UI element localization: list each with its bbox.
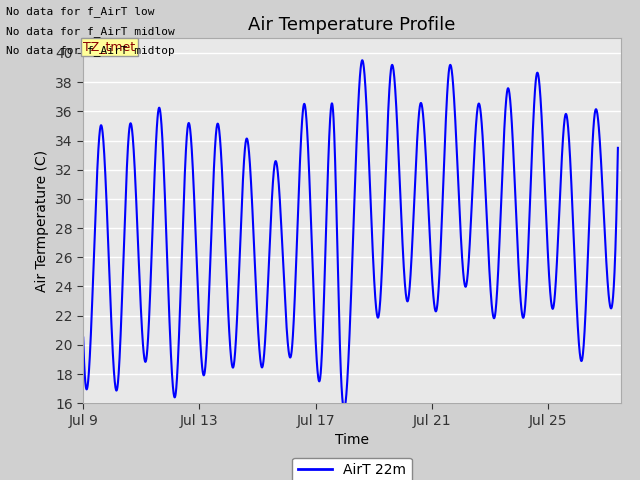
Text: No data for f_AirT midtop: No data for f_AirT midtop (6, 45, 175, 56)
Text: No data for f_AirT midlow: No data for f_AirT midlow (6, 25, 175, 36)
Text: No data for f_AirT low: No data for f_AirT low (6, 6, 155, 17)
Text: TZ_tmet: TZ_tmet (83, 40, 135, 53)
Legend: AirT 22m: AirT 22m (292, 457, 412, 480)
Title: Air Temperature Profile: Air Temperature Profile (248, 16, 456, 34)
Y-axis label: Air Termperature (C): Air Termperature (C) (35, 150, 49, 292)
X-axis label: Time: Time (335, 433, 369, 447)
